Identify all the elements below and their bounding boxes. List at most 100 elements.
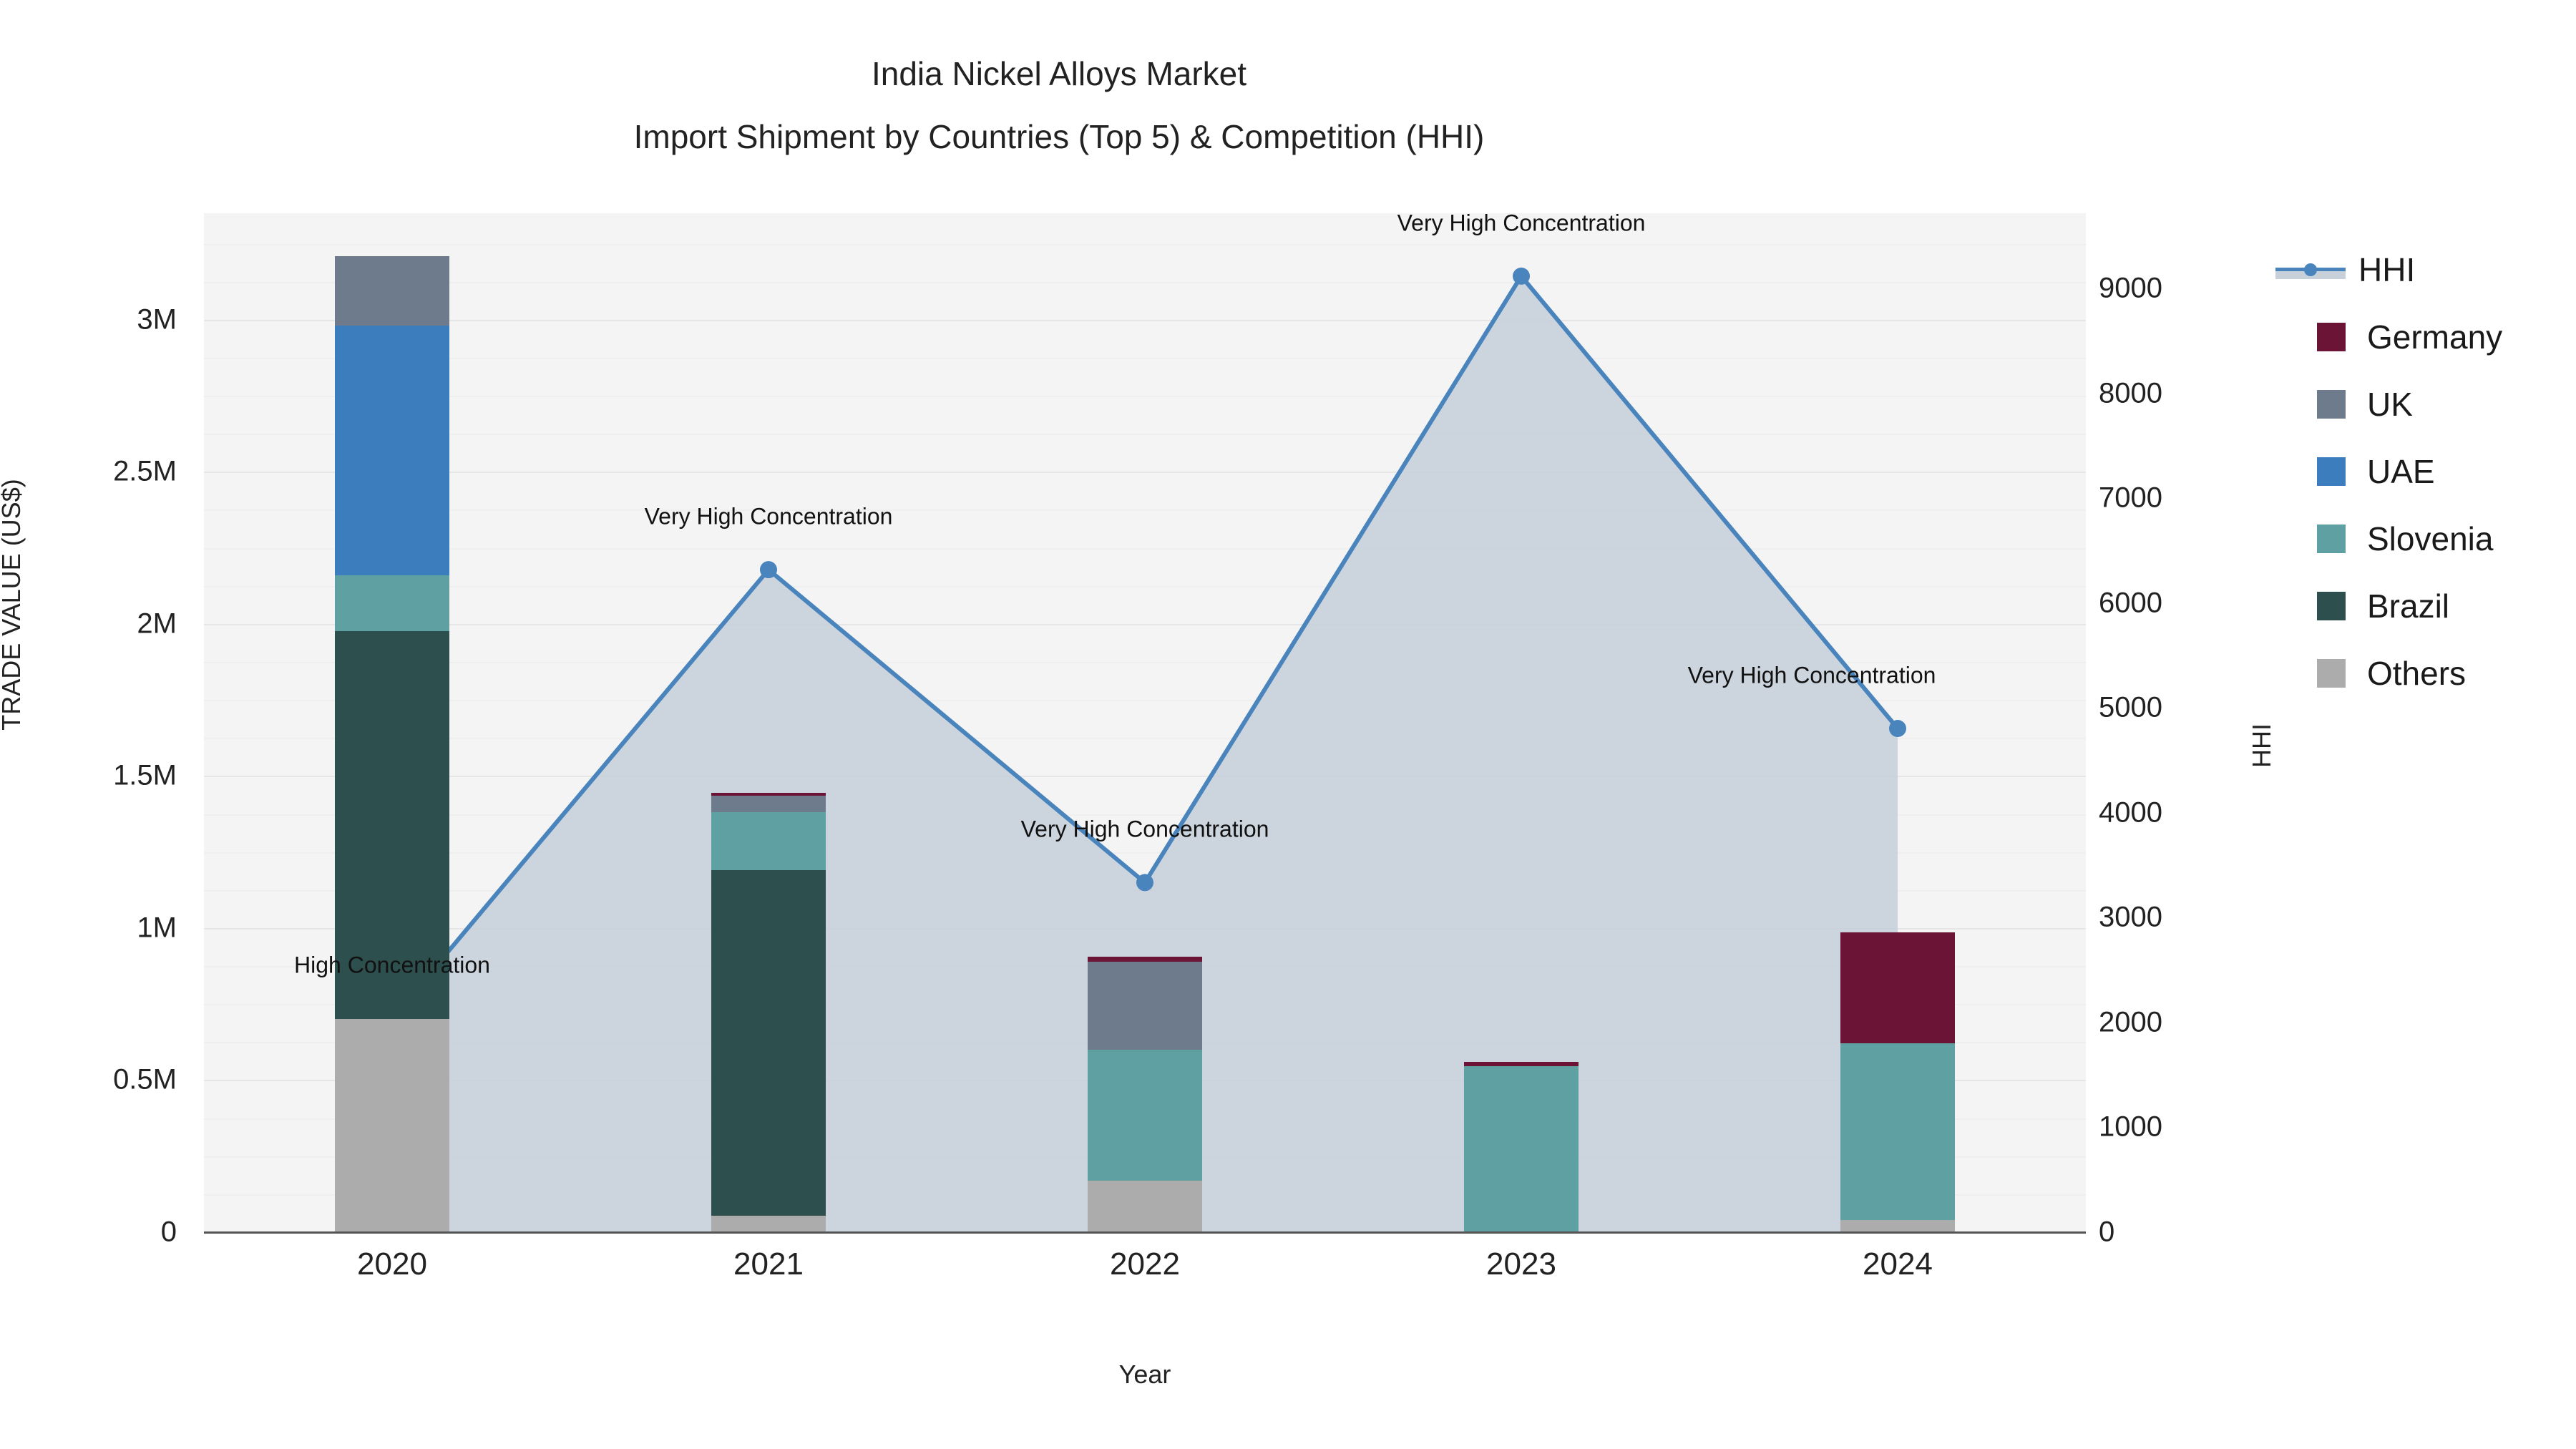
y-right-tick-label: 4000 — [2099, 796, 2162, 829]
chart-title-line-1: India Nickel Alloys Market — [871, 55, 1247, 92]
legend-swatch-icon — [2317, 525, 2346, 553]
bar-segment-slovenia[interactable] — [1840, 1043, 1955, 1220]
legend-label: Germany — [2367, 318, 2503, 356]
y-axis-right-title: HHI — [2247, 723, 2276, 768]
x-axis-baseline — [204, 1231, 2086, 1234]
legend-label: Slovenia — [2367, 520, 2494, 557]
plot-area — [204, 213, 2086, 1232]
chart-legend: HHI Germany UK UAE Slovenia Brazil Others — [2275, 236, 2576, 707]
bar-segment-others[interactable] — [1088, 1180, 1202, 1232]
hhi-marker — [1513, 267, 1530, 285]
legend-swatch-icon — [2317, 390, 2346, 419]
x-tick-label: 2024 — [1863, 1246, 1933, 1282]
bar-segment-others[interactable] — [1840, 1220, 1955, 1232]
y-left-tick-label: 0 — [160, 1216, 177, 1248]
bar-segment-uk[interactable] — [711, 796, 826, 813]
legend-item-brazil[interactable]: Brazil — [2275, 572, 2576, 640]
y-left-tick-label: 2M — [137, 608, 177, 640]
x-axis-title: Year — [1118, 1360, 1171, 1389]
y-right-tick-label: 3000 — [2099, 901, 2162, 933]
x-tick-label: 2022 — [1110, 1246, 1180, 1282]
gridline — [204, 585, 2086, 587]
y-right-tick-label: 9000 — [2099, 272, 2162, 304]
bar-segment-others[interactable] — [711, 1215, 826, 1232]
plot-clip — [204, 213, 2086, 1232]
y-left-tick-label: 2.5M — [113, 455, 177, 487]
legend-item-hhi[interactable]: HHI — [2275, 236, 2576, 303]
bar-segment-brazil[interactable] — [711, 870, 826, 1216]
hhi-annotation: Very High Concentration — [644, 503, 893, 530]
bar-group — [1088, 213, 1202, 1232]
bar-segment-slovenia[interactable] — [1464, 1066, 1579, 1232]
y-right-tick-label: 5000 — [2099, 691, 2162, 723]
legend-item-slovenia[interactable]: Slovenia — [2275, 505, 2576, 572]
bar-group — [335, 213, 449, 1232]
x-tick-label: 2023 — [1486, 1246, 1556, 1282]
y-right-tick-label: 1000 — [2099, 1111, 2162, 1143]
bar-group — [1464, 213, 1579, 1232]
gridline — [204, 472, 2086, 474]
hhi-annotation: High Concentration — [294, 952, 490, 978]
legend-label: UK — [2367, 386, 2413, 423]
bar-segment-slovenia[interactable] — [711, 812, 826, 871]
legend-swatch-icon — [2317, 659, 2346, 688]
gridline — [204, 319, 2086, 321]
y-right-tick-label: 8000 — [2099, 377, 2162, 409]
bar-segment-germany[interactable] — [711, 792, 826, 796]
gridline — [204, 357, 2086, 359]
bar-segment-others[interactable] — [335, 1019, 449, 1232]
legend-item-others[interactable]: Others — [2275, 640, 2576, 707]
bar-segment-slovenia[interactable] — [1088, 1049, 1202, 1181]
bar-segment-uae[interactable] — [335, 326, 449, 575]
legend-label: UAE — [2367, 453, 2435, 490]
bar-segment-germany[interactable] — [1088, 957, 1202, 962]
hhi-annotation: Very High Concentration — [1687, 662, 1936, 688]
hhi-marker — [760, 561, 777, 579]
legend-label: Others — [2367, 655, 2467, 692]
y-left-tick-label: 0.5M — [113, 1063, 177, 1096]
gridline — [204, 509, 2086, 512]
gridline — [204, 623, 2086, 625]
hhi-marker — [1889, 720, 1906, 738]
gridline — [204, 396, 2086, 398]
hhi-marker — [1136, 874, 1153, 892]
bar-segment-brazil[interactable] — [335, 631, 449, 1020]
gridline — [204, 661, 2086, 663]
y-right-tick-label: 2000 — [2099, 1006, 2162, 1038]
y-right-tick-label: 0 — [2099, 1216, 2115, 1248]
x-tick-label: 2021 — [733, 1246, 804, 1282]
gridline — [204, 852, 2086, 854]
gridline — [204, 434, 2086, 436]
legend-item-uk[interactable]: UK — [2275, 371, 2576, 438]
chart-title-line-2: Import Shipment by Countries (Top 5) & C… — [633, 118, 1485, 155]
y-right-tick-label: 7000 — [2099, 482, 2162, 514]
y-left-tick-label: 3M — [137, 303, 177, 336]
gridline — [204, 243, 2086, 245]
gridline — [204, 547, 2086, 550]
legend-line-icon — [2275, 255, 2346, 284]
legend-label: Brazil — [2367, 587, 2450, 625]
bar-segment-slovenia[interactable] — [335, 575, 449, 632]
legend-item-uae[interactable]: UAE — [2275, 438, 2576, 505]
gridline — [204, 776, 2086, 778]
bar-segment-germany[interactable] — [1464, 1061, 1579, 1067]
y-left-tick-label: 1M — [137, 912, 177, 944]
gridline — [204, 700, 2086, 702]
y-axis-left-title: TRADE VALUE (US$) — [0, 479, 26, 731]
legend-swatch-icon — [2317, 323, 2346, 351]
y-right-tick-label: 6000 — [2099, 587, 2162, 619]
y-left-tick-label: 1.5M — [113, 759, 177, 791]
legend-label: HHI — [2358, 251, 2416, 288]
legend-swatch-icon — [2317, 592, 2346, 620]
bar-segment-uk[interactable] — [1088, 961, 1202, 1050]
legend-item-germany[interactable]: Germany — [2275, 303, 2576, 371]
bar-group — [711, 213, 826, 1232]
gridline — [204, 738, 2086, 740]
bar-segment-uk[interactable] — [335, 255, 449, 326]
chart-title-block: India Nickel Alloys Market Import Shipme… — [0, 57, 2118, 153]
hhi-annotation: Very High Concentration — [1397, 210, 1646, 236]
y-axis-right-ticks: 0 1000 2000 3000 4000 5000 6000 7000 8000 9000 — [2093, 213, 2250, 1248]
x-tick-label: 2020 — [357, 1246, 427, 1282]
bar-segment-germany[interactable] — [1840, 932, 1955, 1044]
